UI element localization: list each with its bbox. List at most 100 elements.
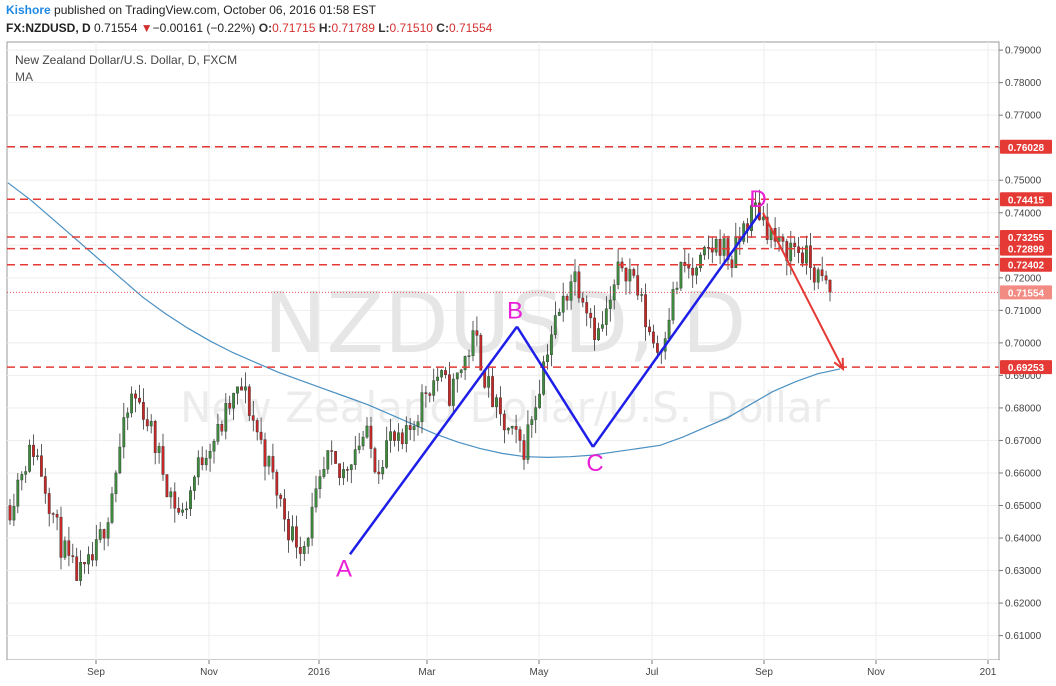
candle-body: [134, 393, 137, 399]
candle-body: [177, 508, 181, 513]
candle-body: [440, 370, 443, 378]
candle-body: [714, 238, 718, 253]
candle-body: [208, 451, 212, 459]
candle-body: [451, 378, 455, 406]
open-label: O:: [258, 21, 273, 35]
candle-body: [495, 397, 498, 408]
candle-body: [812, 267, 816, 283]
candle-body: [679, 262, 683, 289]
candle-body: [553, 315, 557, 335]
candle-body: [263, 439, 267, 467]
y-tick-label: 0.70000: [1005, 338, 1042, 349]
x-tick-label: Jul: [646, 667, 659, 678]
pattern-leg: [591, 212, 762, 448]
level-label: 0.72899: [1008, 245, 1045, 256]
high-label: H:: [318, 21, 332, 35]
pattern-leg: [515, 325, 595, 448]
candle-body: [624, 267, 628, 282]
candle-body: [247, 386, 251, 416]
candle-body: [565, 295, 569, 301]
candle-body: [298, 547, 302, 554]
candle-body: [608, 299, 612, 309]
y-tick-label: 0.62000: [1005, 599, 1042, 610]
candle-body: [699, 254, 702, 269]
candle-body: [232, 392, 235, 409]
candle-body: [20, 474, 24, 481]
candle-body: [499, 397, 502, 415]
price-change: −0.00161 (−0.22%): [152, 21, 256, 35]
price-chart[interactable]: NZDUSD, D New Zealand Dollar/U.S. Dollar…: [0, 40, 1056, 686]
candle-body: [114, 472, 118, 494]
symbol-info: FX:NZDUSD, D 0.71554 ▼−0.00161 (−0.22%) …: [6, 21, 492, 35]
y-tick-label: 0.65000: [1005, 501, 1042, 512]
candle-body: [828, 279, 832, 293]
candle-body: [809, 245, 812, 269]
candle-body: [322, 469, 326, 477]
pattern-point-c: C: [586, 450, 603, 477]
candle-body: [628, 269, 632, 282]
candle-body: [83, 562, 86, 565]
published-text: published on TradingView.com, October 06…: [50, 3, 377, 17]
candle-body: [87, 554, 90, 565]
candle-body: [40, 455, 43, 477]
time-axis[interactable]: [7, 660, 999, 686]
candle-body: [75, 556, 79, 581]
candle-body: [157, 446, 161, 453]
candle-body: [361, 436, 365, 447]
candle-body: [36, 455, 39, 457]
candle-body: [349, 464, 353, 471]
candle-body: [675, 287, 679, 290]
author-link[interactable]: Kishore: [6, 3, 51, 17]
candle-body: [357, 445, 361, 450]
y-tick-label: 0.66000: [1005, 468, 1042, 479]
candle-body: [122, 417, 126, 448]
candle-body: [581, 297, 585, 303]
candle-body: [542, 361, 546, 395]
candle-body: [754, 202, 757, 206]
x-tick-label: May: [530, 667, 549, 678]
candle-body: [546, 354, 549, 362]
low-label: L:: [378, 21, 390, 35]
y-tick-label: 0.64000: [1005, 534, 1042, 545]
candle-body: [463, 356, 467, 371]
candle-body: [432, 380, 436, 396]
candle-body: [271, 456, 275, 473]
candle-body: [98, 529, 102, 540]
candle-body: [816, 269, 820, 283]
candle-body: [110, 493, 114, 523]
candle-body: [181, 509, 184, 513]
candle-body: [365, 425, 369, 438]
candle-body: [632, 269, 636, 276]
candle-body: [224, 403, 228, 432]
candle-body: [644, 294, 648, 328]
level-label-box: [1000, 241, 1052, 256]
candle-body: [561, 295, 565, 313]
pattern-leg: [348, 325, 519, 556]
candle-body: [353, 449, 357, 465]
candle-body: [192, 476, 196, 491]
candle-body: [94, 539, 98, 561]
candle-body: [185, 508, 188, 511]
candle-body: [51, 513, 55, 515]
level-label: 0.76028: [1008, 143, 1045, 154]
close-label: C:: [436, 21, 449, 35]
x-tick-label: Sep: [755, 667, 773, 678]
candle-body: [138, 397, 141, 403]
candle-body: [730, 259, 734, 268]
candle-body: [820, 269, 824, 277]
candle-body: [24, 471, 28, 475]
candle-body: [789, 242, 793, 262]
candle-body: [514, 426, 518, 430]
x-tick-label: Mar: [418, 667, 436, 678]
candle-body: [145, 419, 149, 427]
candle-body: [149, 421, 153, 427]
candle-body: [805, 245, 808, 264]
candle-body: [306, 537, 310, 547]
candle-body: [444, 370, 447, 375]
candle-body: [761, 216, 765, 221]
level-label: 0.69253: [1008, 363, 1045, 374]
legend-indicator[interactable]: MA: [15, 70, 33, 84]
candle-body: [616, 261, 620, 285]
low-value: 0.71510: [389, 21, 433, 35]
candle-body: [79, 562, 83, 581]
